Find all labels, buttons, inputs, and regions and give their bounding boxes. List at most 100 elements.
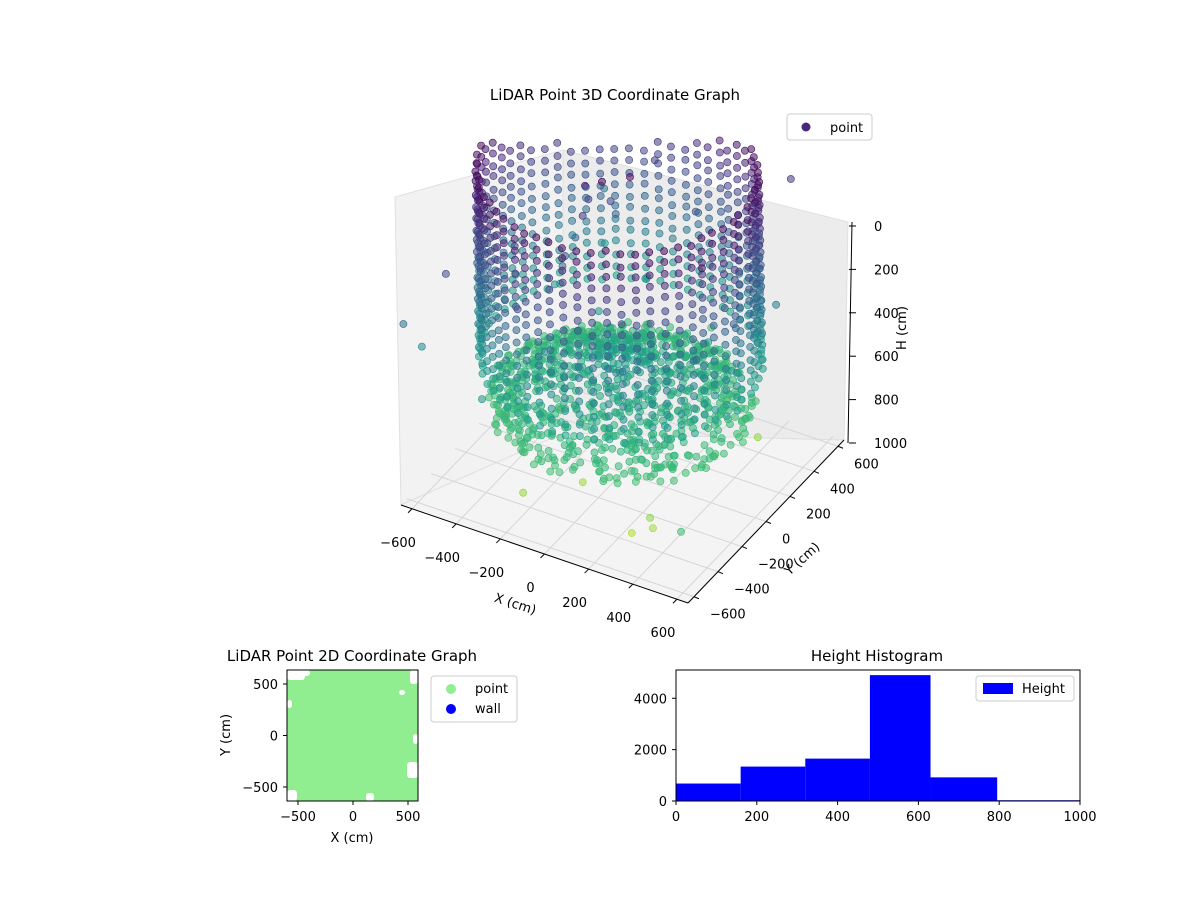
cloud-point bbox=[578, 211, 587, 220]
cloud-point bbox=[655, 445, 664, 454]
cloud-point bbox=[598, 446, 606, 454]
cloud-point bbox=[688, 300, 697, 308]
cloud-point bbox=[675, 315, 684, 323]
cloud-point bbox=[501, 333, 510, 341]
cloud-point bbox=[494, 326, 503, 335]
cloud-point bbox=[724, 204, 733, 213]
cloud-point bbox=[530, 460, 538, 469]
x-tick-mark bbox=[451, 523, 457, 529]
legend-2d-wall-label: wall bbox=[475, 702, 501, 717]
cloud-point bbox=[541, 192, 550, 201]
cloud-point bbox=[483, 380, 492, 388]
cloud-point bbox=[603, 319, 611, 327]
histogram-bar bbox=[740, 766, 806, 801]
cloud-point bbox=[501, 343, 510, 351]
cloud-point bbox=[743, 203, 752, 211]
cloud-point bbox=[682, 180, 690, 189]
cloud-point bbox=[661, 329, 670, 338]
cloud-point bbox=[676, 339, 684, 348]
cloud-point bbox=[660, 247, 668, 255]
cloud-point bbox=[542, 213, 550, 222]
cloud-point bbox=[574, 363, 583, 371]
cloud-point bbox=[656, 265, 665, 273]
cloud-point bbox=[612, 409, 621, 417]
cloud-point bbox=[560, 361, 569, 370]
cloud-point bbox=[655, 206, 663, 215]
cloud-point bbox=[544, 250, 553, 259]
cloud-point bbox=[503, 403, 511, 412]
cloud-point bbox=[677, 410, 686, 418]
cloud-point bbox=[625, 180, 634, 189]
cloud-point bbox=[582, 338, 590, 347]
cloud-point bbox=[752, 257, 761, 265]
cloud-point bbox=[693, 186, 702, 195]
cloud-point bbox=[616, 272, 625, 281]
cloud-point bbox=[566, 147, 575, 156]
cloud-point bbox=[574, 351, 583, 360]
cloud-point bbox=[731, 288, 739, 297]
cloud-point bbox=[519, 488, 527, 497]
cloud-point bbox=[625, 156, 633, 164]
cloud-point bbox=[587, 284, 596, 293]
cloud-point bbox=[562, 453, 571, 462]
cloud-point bbox=[586, 249, 595, 257]
cloud-point bbox=[710, 347, 719, 355]
cloud-point bbox=[582, 205, 591, 214]
cloud-point bbox=[719, 259, 728, 268]
cloud-point bbox=[558, 278, 567, 287]
cloud-point bbox=[645, 248, 654, 257]
cloud-point bbox=[561, 420, 570, 429]
cloud-point bbox=[489, 365, 497, 373]
cloud-point bbox=[497, 143, 506, 152]
cloud-point bbox=[617, 310, 626, 319]
cloud-point bbox=[619, 424, 628, 433]
cloud-point bbox=[547, 415, 556, 424]
cloud-point bbox=[602, 260, 610, 269]
z-tick-label: 0 bbox=[874, 220, 882, 235]
histogram-bar bbox=[676, 783, 741, 801]
cloud-point bbox=[581, 159, 590, 168]
cloud-point bbox=[689, 370, 698, 379]
cloud-point bbox=[545, 297, 554, 305]
cloud-point bbox=[618, 367, 627, 376]
cloud-point bbox=[541, 168, 550, 177]
cloud-point bbox=[668, 212, 677, 220]
cloud-point bbox=[720, 294, 729, 303]
cloud-point bbox=[492, 220, 501, 228]
cloud-point bbox=[722, 365, 730, 373]
cloud-point bbox=[710, 371, 719, 379]
cloud-point bbox=[547, 404, 556, 413]
cloud-point bbox=[578, 478, 587, 487]
cloud-point bbox=[602, 284, 611, 293]
cloud-point bbox=[747, 194, 756, 203]
cloud-point bbox=[726, 440, 735, 449]
cloud-point bbox=[511, 255, 519, 264]
cloud-point bbox=[632, 331, 641, 340]
cloud-point bbox=[733, 187, 742, 196]
cloud-point bbox=[682, 202, 691, 211]
cloud-point bbox=[517, 165, 525, 174]
cloud-point bbox=[612, 236, 620, 245]
uncovered-region bbox=[407, 762, 418, 778]
cloud-point bbox=[527, 182, 536, 191]
cloud-point bbox=[662, 351, 671, 360]
cloud-point bbox=[489, 162, 498, 171]
cloud-point bbox=[486, 257, 495, 266]
x-tick-label: 600 bbox=[906, 810, 931, 825]
x-axis-ticks: −600 −400 −200 0 200 400 600 bbox=[380, 508, 678, 641]
cloud-point bbox=[708, 262, 717, 271]
cloud-point bbox=[646, 514, 654, 522]
cloud-point bbox=[501, 308, 510, 317]
cloud-point bbox=[674, 255, 683, 264]
cloud-point bbox=[705, 454, 714, 463]
cloud-point bbox=[472, 150, 481, 159]
cloud-point bbox=[611, 210, 620, 218]
cloud-point bbox=[676, 372, 685, 381]
cloud-point bbox=[604, 388, 613, 397]
cloud-point bbox=[547, 368, 555, 377]
cloud-point bbox=[709, 312, 718, 321]
cloud-point bbox=[614, 462, 623, 470]
cloud-point bbox=[536, 421, 544, 430]
y-tick-label: −600 bbox=[710, 608, 746, 623]
cloud-point bbox=[541, 179, 550, 188]
